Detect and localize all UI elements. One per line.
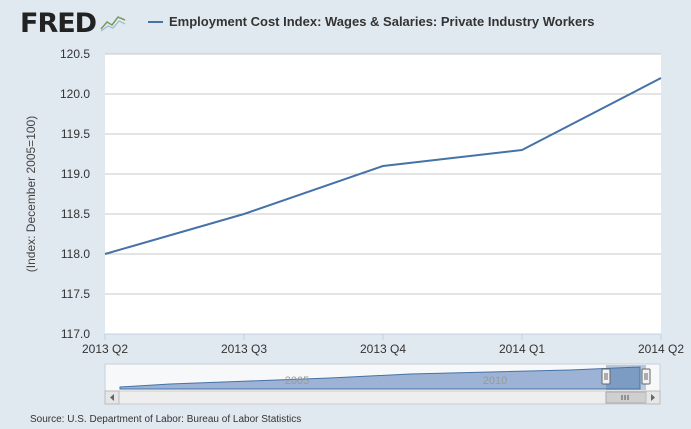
- chart: 117.0 117.5 118.0 118.5 119.0 119.5 120.0 120.5…: [24, 47, 684, 405]
- series-line[interactable]: [104, 77, 662, 255]
- x-axis: 2013 Q2 2013 Q3 2013 Q4 2014 Q1 2014 Q2: [82, 333, 684, 356]
- source-note: Source: U.S. Department of Labor: Bureau…: [30, 414, 302, 425]
- navigator-series: [119, 366, 641, 390]
- y-tick-label: 120.0: [60, 87, 90, 101]
- y-axis-label: (Index: December 2005=100): [24, 116, 38, 272]
- navigator[interactable]: 2005 2010: [104, 363, 661, 392]
- chevron-left-icon: [110, 394, 114, 401]
- navigator-handle-left[interactable]: [601, 368, 611, 385]
- data-point[interactable]: [102, 251, 108, 257]
- navigator-year-2010: 2010: [483, 375, 507, 387]
- navigator-handle-right[interactable]: [641, 368, 651, 385]
- legend-swatch: [148, 20, 163, 23]
- x-tick-label: 2013 Q3: [221, 342, 267, 356]
- scrollbar-thumb[interactable]: [605, 391, 647, 404]
- chart-legend[interactable]: Employment Cost Index: Wages & Salaries:…: [148, 14, 595, 29]
- scroll-right-button[interactable]: [645, 390, 661, 405]
- line-graph-icon: [100, 16, 126, 32]
- scrollbar-track[interactable]: [104, 390, 661, 405]
- x-tick-label: 2013 Q4: [360, 342, 406, 356]
- y-tick-label: 117.0: [61, 327, 90, 341]
- plot-area: [105, 54, 661, 334]
- y-tick-label: 118.5: [61, 207, 90, 221]
- x-tick-label: 2013 Q2: [82, 342, 128, 356]
- legend-label: Employment Cost Index: Wages & Salaries:…: [169, 14, 595, 29]
- data-point[interactable]: [658, 75, 664, 81]
- x-tick-label: 2014 Q2: [638, 342, 684, 356]
- y-axis: 117.0 117.5 118.0 118.5 119.0 119.5 120.0 120.5: [60, 47, 90, 341]
- scroll-left-button[interactable]: [104, 390, 120, 405]
- grip-icon: [621, 395, 629, 400]
- grid-lines: [105, 53, 661, 335]
- data-point[interactable]: [241, 211, 247, 217]
- y-tick-label: 119.0: [61, 167, 90, 181]
- y-tick-label: 119.5: [61, 127, 90, 141]
- series-group: [102, 75, 664, 257]
- y-tick-label: 117.5: [61, 287, 90, 301]
- data-point[interactable]: [380, 163, 386, 169]
- y-tick-label: 120.5: [60, 47, 90, 61]
- data-point[interactable]: [519, 147, 525, 153]
- scrollbar[interactable]: [104, 390, 661, 405]
- fred-logo: FRED: [20, 8, 97, 39]
- navigator-selected-range[interactable]: [606, 365, 646, 390]
- chevron-right-icon: [651, 394, 655, 401]
- y-tick-label: 118.0: [61, 247, 90, 261]
- navigator-year-2005: 2005: [285, 375, 309, 387]
- x-tick-label: 2014 Q1: [499, 342, 545, 356]
